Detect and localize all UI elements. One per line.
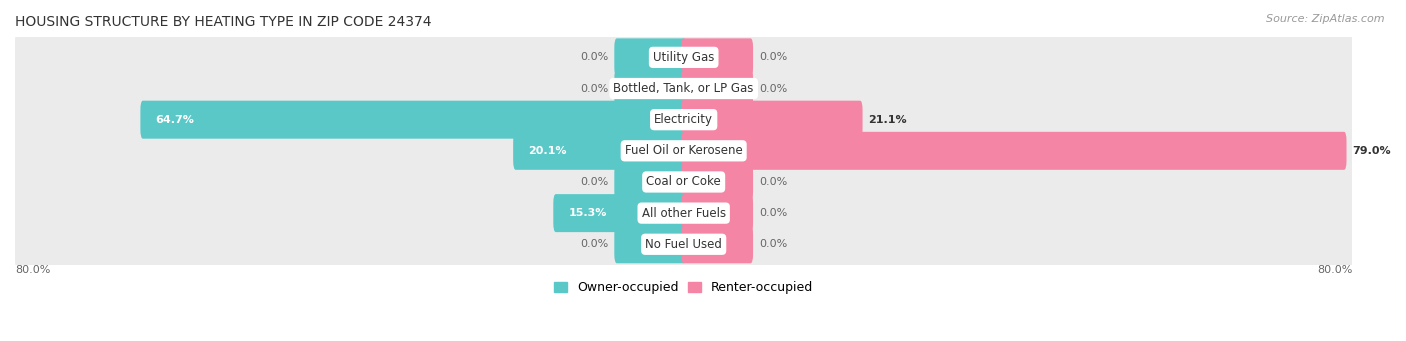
FancyBboxPatch shape xyxy=(614,38,686,76)
FancyBboxPatch shape xyxy=(15,214,1353,274)
Text: 79.0%: 79.0% xyxy=(1353,146,1391,156)
FancyBboxPatch shape xyxy=(614,163,686,201)
Text: 0.0%: 0.0% xyxy=(759,53,787,62)
Text: 0.0%: 0.0% xyxy=(759,84,787,93)
FancyBboxPatch shape xyxy=(554,194,686,232)
Text: 21.1%: 21.1% xyxy=(869,115,907,125)
Text: 0.0%: 0.0% xyxy=(581,53,609,62)
FancyBboxPatch shape xyxy=(614,70,686,107)
FancyBboxPatch shape xyxy=(15,121,1353,181)
FancyBboxPatch shape xyxy=(681,70,754,107)
Text: 15.3%: 15.3% xyxy=(568,208,607,218)
Text: 80.0%: 80.0% xyxy=(1317,265,1353,275)
FancyBboxPatch shape xyxy=(614,225,686,263)
Text: 0.0%: 0.0% xyxy=(581,177,609,187)
FancyBboxPatch shape xyxy=(15,90,1353,150)
Text: 80.0%: 80.0% xyxy=(15,265,51,275)
Text: 20.1%: 20.1% xyxy=(529,146,567,156)
FancyBboxPatch shape xyxy=(681,194,754,232)
FancyBboxPatch shape xyxy=(15,152,1353,212)
FancyBboxPatch shape xyxy=(681,38,754,76)
Text: Fuel Oil or Kerosene: Fuel Oil or Kerosene xyxy=(624,144,742,157)
Text: 64.7%: 64.7% xyxy=(156,115,194,125)
Text: No Fuel Used: No Fuel Used xyxy=(645,238,723,251)
Text: 0.0%: 0.0% xyxy=(759,208,787,218)
FancyBboxPatch shape xyxy=(513,132,686,170)
FancyBboxPatch shape xyxy=(681,163,754,201)
FancyBboxPatch shape xyxy=(15,59,1353,118)
Text: 0.0%: 0.0% xyxy=(759,177,787,187)
Text: Coal or Coke: Coal or Coke xyxy=(647,176,721,189)
FancyBboxPatch shape xyxy=(141,101,686,139)
Text: Bottled, Tank, or LP Gas: Bottled, Tank, or LP Gas xyxy=(613,82,754,95)
Text: Utility Gas: Utility Gas xyxy=(652,51,714,64)
FancyBboxPatch shape xyxy=(681,225,754,263)
Legend: Owner-occupied, Renter-occupied: Owner-occupied, Renter-occupied xyxy=(550,276,818,299)
FancyBboxPatch shape xyxy=(15,183,1353,243)
FancyBboxPatch shape xyxy=(681,132,1347,170)
Text: HOUSING STRUCTURE BY HEATING TYPE IN ZIP CODE 24374: HOUSING STRUCTURE BY HEATING TYPE IN ZIP… xyxy=(15,15,432,29)
Text: 0.0%: 0.0% xyxy=(581,84,609,93)
Text: Source: ZipAtlas.com: Source: ZipAtlas.com xyxy=(1267,14,1385,24)
Text: 0.0%: 0.0% xyxy=(759,239,787,249)
Text: All other Fuels: All other Fuels xyxy=(641,207,725,220)
Text: Electricity: Electricity xyxy=(654,113,713,126)
FancyBboxPatch shape xyxy=(15,28,1353,87)
FancyBboxPatch shape xyxy=(681,101,862,139)
Text: 0.0%: 0.0% xyxy=(581,239,609,249)
